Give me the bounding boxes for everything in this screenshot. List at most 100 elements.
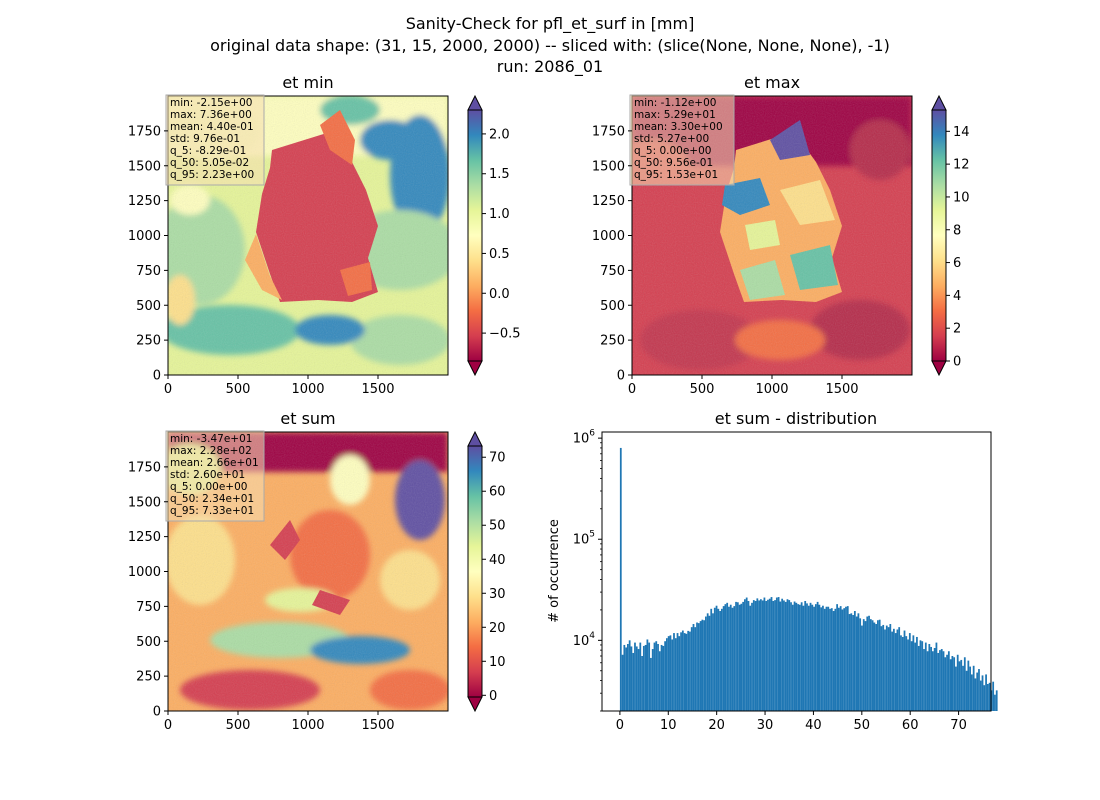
stat-line: std: 9.76e-01 bbox=[170, 133, 240, 145]
histogram-bar bbox=[940, 649, 943, 711]
histogram-bar bbox=[662, 645, 665, 711]
colorbar-tick-label: 20 bbox=[489, 621, 506, 636]
stat-line: q_5: -8.29e-01 bbox=[170, 145, 246, 157]
histogram-bar bbox=[891, 631, 893, 711]
histogram-bar bbox=[680, 632, 682, 711]
histogram-bar bbox=[811, 604, 814, 711]
histogram-bar bbox=[937, 652, 940, 711]
histogram-bar bbox=[657, 643, 659, 711]
x-tick-label: 1500 bbox=[825, 382, 858, 397]
colorbar-gradient bbox=[931, 109, 947, 362]
histogram-bar bbox=[797, 604, 799, 711]
y-tick-label: 1000 bbox=[128, 229, 161, 244]
histogram-bar bbox=[866, 616, 869, 711]
colorbar-et-sum bbox=[467, 430, 483, 713]
histogram-bar bbox=[877, 620, 879, 711]
histogram-bar bbox=[696, 622, 698, 711]
histogram-bar bbox=[912, 635, 915, 711]
colorbar-gradient bbox=[467, 445, 483, 698]
histogram-bar bbox=[761, 600, 764, 711]
histogram-bar bbox=[862, 619, 865, 711]
histogram-bar bbox=[889, 624, 892, 711]
y-tick-label: 500 bbox=[136, 299, 161, 314]
histogram-bar bbox=[946, 654, 948, 711]
histogram-bar bbox=[852, 615, 854, 711]
histogram-bar bbox=[708, 615, 711, 711]
histogram-bar bbox=[722, 606, 725, 711]
histogram-bar bbox=[962, 665, 964, 711]
histogram-bar bbox=[740, 603, 743, 711]
x-tick-label: 500 bbox=[690, 382, 715, 397]
x-tick-label: 20 bbox=[708, 718, 725, 733]
x-tick-label: 40 bbox=[805, 718, 822, 733]
histogram-bar bbox=[875, 624, 878, 711]
histogram-bar bbox=[758, 600, 760, 711]
histogram-bar bbox=[825, 606, 828, 711]
x-tick-label: 0 bbox=[164, 718, 172, 733]
histogram-bar bbox=[788, 600, 791, 711]
y-tick-label: 750 bbox=[136, 264, 161, 279]
histogram-bar bbox=[887, 627, 890, 711]
histogram-bar bbox=[621, 654, 624, 711]
y-tick-label: 0 bbox=[617, 369, 625, 384]
histogram-bars bbox=[619, 447, 998, 711]
histogram-bar bbox=[648, 642, 651, 711]
panel-title-et-sum: et sum bbox=[280, 409, 335, 428]
histogram-bar bbox=[843, 608, 846, 711]
histogram-bar bbox=[972, 665, 975, 711]
y-tick-label: 750 bbox=[600, 264, 625, 279]
colorbar-tick-label: 8 bbox=[953, 223, 961, 238]
histogram-bar bbox=[623, 644, 626, 711]
stat-line: q_50: 9.56e-01 bbox=[634, 157, 713, 169]
histogram-bar bbox=[632, 652, 635, 711]
histogram-bar bbox=[637, 649, 640, 711]
histogram-bar bbox=[933, 647, 936, 711]
histogram-bar bbox=[951, 655, 954, 711]
histogram-bar bbox=[770, 597, 773, 711]
histogram-bar bbox=[986, 683, 989, 711]
histogram-bar bbox=[726, 602, 729, 711]
histogram-bar bbox=[818, 604, 821, 711]
histogram-bar bbox=[687, 630, 690, 711]
histogram-bar bbox=[701, 619, 704, 711]
histogram-bar bbox=[903, 630, 906, 711]
x-tick-label: 500 bbox=[226, 718, 251, 733]
histogram-bar bbox=[738, 604, 741, 711]
histogram-bar bbox=[894, 633, 897, 711]
histogram-bar bbox=[749, 605, 752, 711]
histogram-bar bbox=[853, 611, 856, 711]
histogram-bar bbox=[694, 627, 697, 711]
stat-line: q_5: 0.00e+00 bbox=[170, 481, 247, 493]
x-tick-label: 70 bbox=[950, 718, 967, 733]
histogram-bar bbox=[859, 618, 862, 711]
y-tick-label: 1000 bbox=[592, 229, 625, 244]
histogram-bar bbox=[713, 607, 716, 711]
histogram-bar bbox=[719, 611, 721, 711]
histogram-bar bbox=[979, 680, 982, 711]
axes-et-min: 0 500 1000 1500 0 250 500 750 1000 1250 1500 1750 −0… bbox=[128, 124, 521, 397]
histogram-bar bbox=[790, 602, 792, 711]
colorbar-extend-top bbox=[467, 430, 483, 447]
histogram-bar bbox=[697, 623, 700, 711]
histogram-bar bbox=[775, 597, 778, 711]
histogram-bar bbox=[947, 651, 950, 711]
histogram-bar bbox=[868, 615, 870, 711]
panel-title-et-max: et max bbox=[744, 73, 800, 92]
histogram-bar bbox=[974, 678, 977, 711]
histogram-bar bbox=[724, 604, 727, 711]
stats-box-background bbox=[165, 94, 265, 186]
histogram-bar bbox=[692, 624, 695, 711]
histogram-bar bbox=[806, 603, 808, 711]
histogram-bar bbox=[689, 631, 691, 711]
histogram-bar bbox=[756, 598, 759, 711]
histogram-bar bbox=[759, 599, 762, 711]
colorbar-tick-label: 12 bbox=[953, 158, 970, 173]
x-tick-label: 1500 bbox=[361, 718, 394, 733]
y-tick-label: 1750 bbox=[128, 124, 161, 139]
histogram-bar bbox=[816, 601, 819, 711]
histogram-bar bbox=[639, 642, 642, 711]
panel-et-max: et max min: -1.12e+00 max: 5.2 bbox=[592, 73, 970, 397]
histogram-bar bbox=[685, 633, 688, 711]
axes-et-sum: 0 500 1000 1500 0 250 500 750 1000 1250 1500 1750 0 1… bbox=[128, 451, 506, 733]
